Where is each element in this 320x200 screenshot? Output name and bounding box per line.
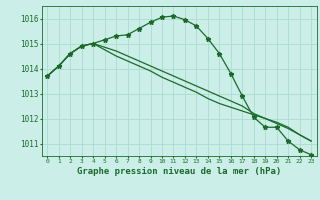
X-axis label: Graphe pression niveau de la mer (hPa): Graphe pression niveau de la mer (hPa) [77, 167, 281, 176]
